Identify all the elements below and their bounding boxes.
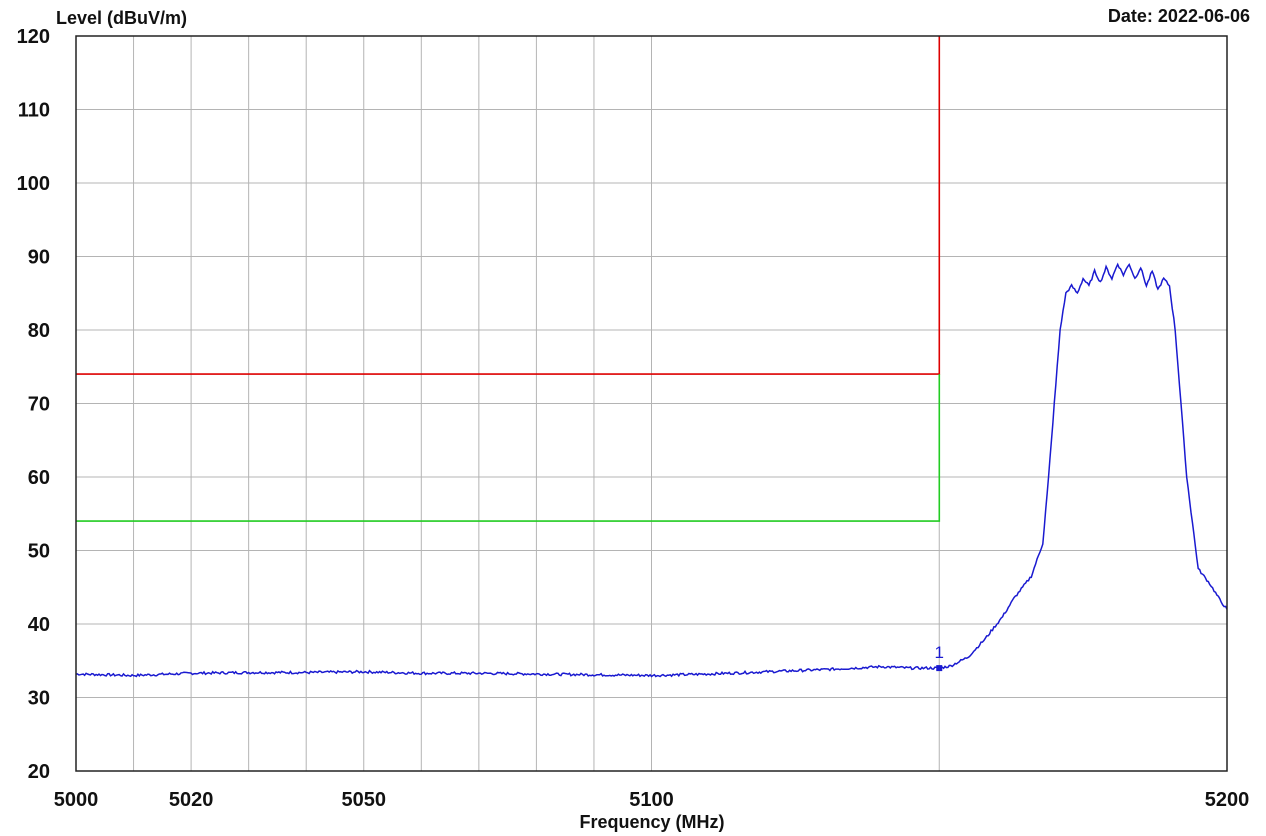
- y-tick-label: 100: [17, 173, 50, 195]
- markers: 1: [935, 643, 944, 672]
- plot-border: [75, 35, 1228, 772]
- y-tick-label: 70: [28, 394, 50, 416]
- y-tick-label: 120: [17, 26, 50, 48]
- marker-label: 1: [935, 643, 944, 662]
- x-tick-label: 5100: [629, 789, 674, 811]
- y-axis-label: Level (dBuV/m): [56, 8, 187, 28]
- x-tick-label: 5000: [54, 789, 99, 811]
- y-tick-label: 20: [28, 761, 50, 783]
- y-tick-label: 30: [28, 688, 50, 710]
- limit-line: [76, 374, 941, 522]
- y-tick-label: 90: [28, 247, 50, 269]
- y-tick-label: 110: [18, 100, 50, 122]
- x-tick-label: 5020: [169, 789, 214, 811]
- grid: [75, 35, 1228, 772]
- y-tick-label: 50: [28, 541, 50, 563]
- x-tick-label: 5050: [342, 789, 387, 811]
- series-line: [75, 262, 1228, 678]
- x-tick-label: 5200: [1205, 789, 1250, 811]
- y-tick-label: 40: [28, 614, 50, 636]
- x-tick-labels: 5000 5020 5050 5100 5200: [54, 789, 1250, 811]
- y-tick-label: 80: [28, 320, 50, 342]
- y-tick-labels: 20 30 40 50 60 70 80 90 100 110 120: [17, 26, 50, 783]
- y-tick-label: 60: [28, 467, 50, 489]
- date-label: Date: 2022-06-06: [1108, 6, 1250, 26]
- limit-lines: [76, 36, 941, 522]
- x-axis-label: Frequency (MHz): [579, 812, 724, 832]
- marker-point: [936, 665, 943, 672]
- traces: [75, 262, 1228, 678]
